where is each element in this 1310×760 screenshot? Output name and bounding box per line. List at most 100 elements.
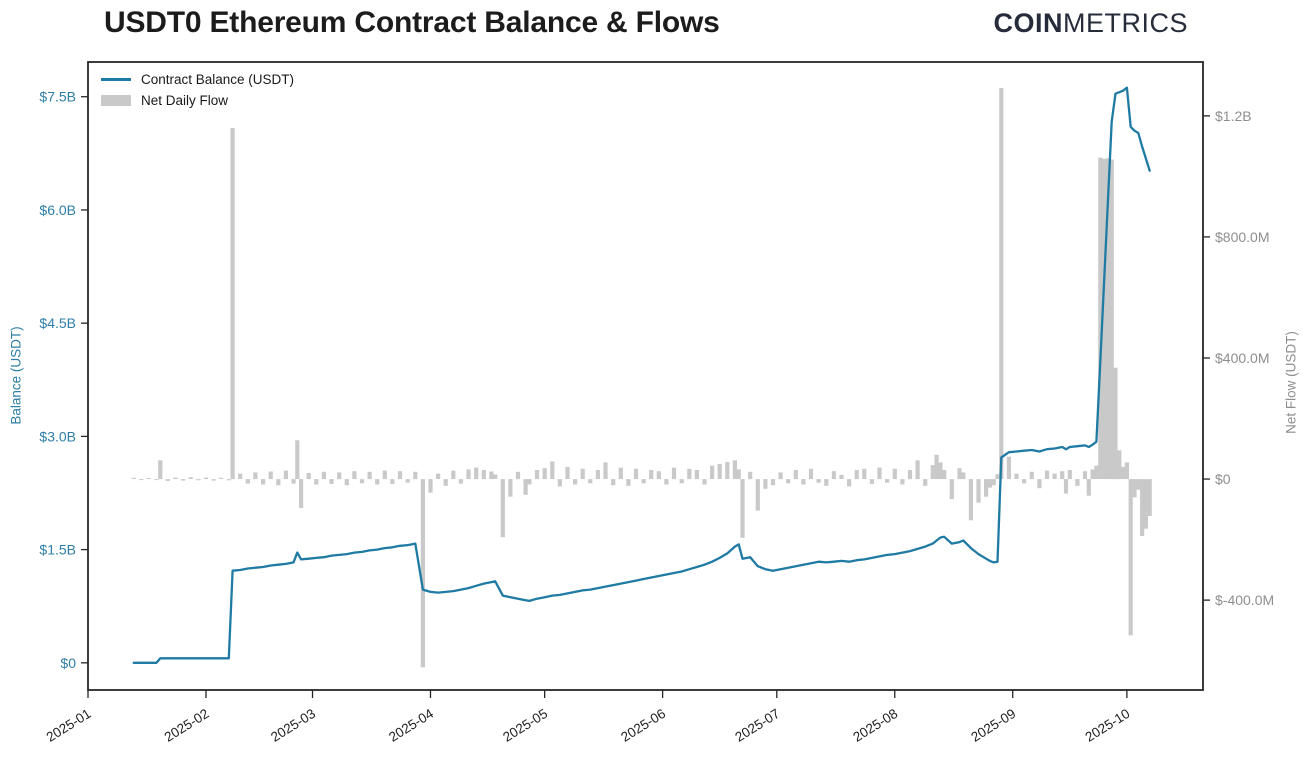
flow-bar: [1098, 157, 1103, 479]
x-tick-label: 2025-05: [500, 706, 550, 745]
flow-bar: [188, 477, 193, 479]
legend-item-contract-balance: Contract Balance (USDT): [101, 69, 294, 90]
flow-bar: [314, 479, 319, 485]
flow-bar: [245, 479, 250, 484]
flow-bar: [930, 465, 935, 479]
flow-bar: [656, 471, 661, 480]
flow-bar: [458, 479, 463, 484]
flow-bar: [230, 128, 235, 480]
flow-bar: [618, 467, 623, 480]
flow-bar: [854, 470, 859, 480]
flow-bar: [1090, 469, 1095, 480]
flow-bar: [839, 474, 844, 479]
flow-bar: [261, 479, 266, 485]
flow-bar: [131, 477, 136, 479]
left-tick-label: $6.0B: [39, 202, 76, 218]
flow-bar: [687, 468, 692, 480]
flow-bar: [1022, 479, 1027, 484]
flow-bar: [949, 479, 954, 500]
flow-bar: [550, 461, 555, 480]
flow-bar: [862, 468, 867, 480]
flow-bar: [295, 440, 300, 479]
right-tick-label: $1.2B: [1215, 108, 1252, 124]
flow-bar: [306, 473, 311, 480]
flow-bar: [991, 479, 996, 486]
flow-bar: [1029, 471, 1034, 480]
flow-bar: [139, 479, 144, 481]
flow-bar: [443, 479, 448, 486]
flow-bar: [515, 471, 521, 480]
balance-line: [132, 86, 1151, 664]
flow-bar: [534, 470, 540, 480]
legend-label-flow: Net Daily Flow: [141, 93, 229, 108]
flow-bar: [831, 471, 836, 480]
flow-bar: [196, 479, 201, 481]
flow-bar: [203, 477, 209, 479]
chart-legend: Contract Balance (USDT) Net Daily Flow: [101, 69, 294, 111]
flow-bar: [1014, 473, 1019, 479]
legend-item-net-daily-flow: Net Daily Flow: [101, 90, 294, 111]
flow-bar: [542, 468, 547, 480]
flow-bar: [1063, 479, 1069, 494]
flow-bar: [405, 479, 410, 483]
flow-bar: [283, 470, 288, 480]
flow-bar: [995, 474, 1000, 479]
flow-bar: [527, 479, 532, 485]
flow-bar: [1105, 158, 1110, 479]
flow-bar: [173, 477, 178, 479]
right-axis-title: Net Flow (USDT): [1283, 331, 1299, 434]
flow-bar: [474, 467, 479, 480]
x-tick-label: 2025-02: [162, 706, 212, 745]
left-axis-title: Balance (USDT): [8, 326, 24, 425]
flow-bar: [717, 463, 722, 479]
flow-bar: [702, 479, 707, 485]
flow-bar: [664, 479, 669, 485]
flow-bar: [397, 471, 403, 480]
flow-bar: [595, 470, 600, 480]
flow-bar: [942, 470, 947, 480]
flow-bar: [725, 462, 730, 479]
flow-bar: [1044, 470, 1050, 480]
flow-bar: [428, 479, 433, 493]
flow-bars: [131, 88, 1152, 668]
flow-bar: [763, 479, 768, 489]
flow-bar: [923, 479, 928, 486]
flow-bar: [736, 469, 741, 480]
flow-bar: [352, 471, 357, 480]
flow-bar: [900, 479, 905, 485]
flow-bar: [489, 471, 494, 480]
flow-bar: [1006, 456, 1011, 480]
flow-bar: [1113, 367, 1118, 480]
flow-bar: [1132, 479, 1137, 498]
flow-bar: [710, 465, 715, 479]
flow-bar: [436, 473, 441, 479]
flow-bar: [588, 479, 593, 484]
flow-bar: [816, 479, 821, 483]
flow-bar: [211, 479, 216, 481]
right-tick-label: $400.0M: [1215, 350, 1269, 366]
flow-bar: [146, 478, 151, 480]
flow-bar: [1140, 479, 1145, 536]
flow-bar: [824, 479, 829, 486]
flow-bar: [238, 473, 243, 479]
legend-label-balance: Contract Balance (USDT): [141, 72, 295, 87]
logo-text-coin: COIN: [993, 8, 1063, 38]
flow-bar: [321, 471, 326, 480]
flow-bar: [382, 470, 387, 480]
x-tick-label: 2025-06: [618, 706, 668, 745]
flow-bar: [999, 88, 1004, 479]
flow-bar: [1109, 159, 1114, 480]
flow-bar: [500, 479, 505, 538]
flow-bar: [1143, 479, 1148, 529]
flow-bar: [748, 471, 753, 480]
flow-bar: [367, 471, 372, 480]
right-tick-label: $0: [1215, 471, 1231, 487]
flow-bar: [679, 479, 684, 484]
flow-bar: [253, 472, 258, 480]
flow-bar: [1086, 479, 1091, 496]
flow-bar: [786, 479, 791, 484]
flow-bar: [158, 460, 163, 480]
flow-bar: [337, 472, 342, 480]
flow-bar: [984, 479, 989, 497]
